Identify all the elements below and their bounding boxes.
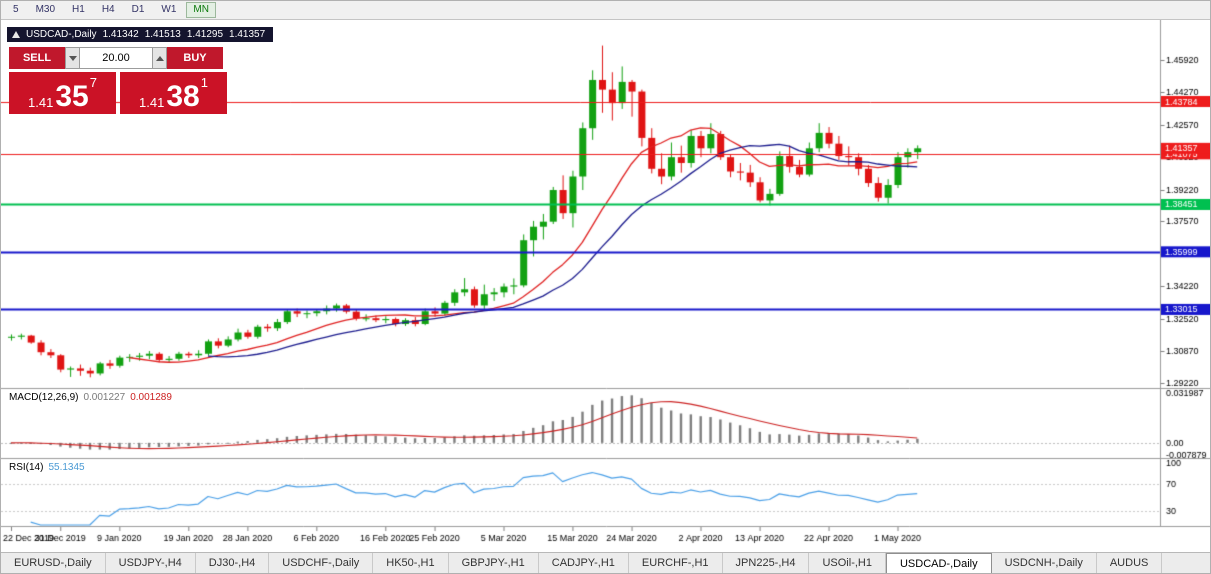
tab-usdcad-daily[interactable]: USDCAD-,Daily: [885, 553, 992, 573]
volume-increase-button[interactable]: [152, 47, 167, 69]
tab-hk50-h1[interactable]: HK50-,H1: [373, 553, 449, 573]
buy-price-point: 1: [200, 75, 208, 90]
macd-signal-value: 0.001289: [130, 392, 172, 403]
tab-dj30-h4[interactable]: DJ30-,H4: [196, 553, 270, 573]
arrow-down-icon: [68, 55, 77, 61]
buy-button[interactable]: BUY: [167, 47, 223, 69]
sell-price-button[interactable]: 1.41 35 7: [9, 72, 116, 114]
buy-price-button[interactable]: 1.41 38 1: [120, 72, 227, 114]
timeframe-toolbar: 5 M30 H1 H4 D1 W1 MN: [1, 1, 1210, 20]
sell-price-pips: 35: [55, 80, 89, 114]
macd-main-value: 0.001227: [83, 392, 126, 403]
sell-price-point: 7: [89, 75, 97, 90]
volume-decrease-button[interactable]: [65, 47, 80, 69]
tab-jpn225-h4[interactable]: JPN225-,H4: [723, 553, 810, 573]
close-value: 1.41357: [229, 29, 266, 40]
up-triangle-icon: [12, 31, 20, 38]
timeframe-button-d1[interactable]: D1: [131, 4, 145, 15]
timeframe-button-5[interactable]: 5: [13, 4, 19, 15]
tab-gbpjpy-h1[interactable]: GBPJPY-,H1: [449, 553, 539, 573]
sell-button[interactable]: SELL: [9, 47, 65, 69]
tab-usdchf-daily[interactable]: USDCHF-,Daily: [269, 553, 374, 573]
macd-name: MACD(12,26,9): [9, 392, 79, 403]
sell-price-base: 1.41: [28, 94, 54, 110]
rsi-indicator-label: RSI(14) 55.1345: [9, 462, 85, 473]
rsi-value: 55.1345: [48, 462, 85, 473]
timeframe-button-m30[interactable]: M30: [35, 4, 56, 15]
tab-audus[interactable]: AUDUS: [1097, 553, 1163, 573]
tab-cadjpy-h1[interactable]: CADJPY-,H1: [539, 553, 629, 573]
low-value: 1.41295: [186, 29, 224, 40]
buy-price-base: 1.41: [139, 94, 165, 110]
timeframe-button-h1[interactable]: H1: [72, 4, 85, 15]
tab-usoil-h1[interactable]: USOil-,H1: [809, 553, 886, 573]
high-value: 1.41513: [144, 29, 181, 40]
volume-input[interactable]: [80, 47, 152, 69]
ohlc-header: USDCAD-,Daily 1.41342 1.41513 1.41295 1.…: [7, 27, 274, 42]
open-value: 1.41342: [102, 29, 139, 40]
chart-area: USDCAD-,Daily 1.41342 1.41513 1.41295 1.…: [1, 20, 1210, 554]
macd-indicator-label: MACD(12,26,9) 0.001227 0.001289: [9, 392, 172, 403]
tab-eurusd-daily[interactable]: EURUSD-,Daily: [1, 553, 106, 573]
tab-eurchf-h1[interactable]: EURCHF-,H1: [629, 553, 723, 573]
rsi-name: RSI(14): [9, 462, 44, 473]
tab-usdjpy-h4[interactable]: USDJPY-,H4: [106, 553, 196, 573]
arrow-up-icon: [155, 55, 164, 61]
timeframe-button-h4[interactable]: H4: [101, 4, 115, 15]
chart-tab-bar: EURUSD-,Daily USDJPY-,H4 DJ30-,H4 USDCHF-,D…: [1, 552, 1210, 573]
timeframe-button-w1[interactable]: W1: [161, 4, 177, 15]
timeframe-button-mn[interactable]: MN: [186, 2, 216, 18]
tab-usdcnh-daily[interactable]: USDCNH-,Daily: [992, 553, 1097, 573]
chart-symbol-label: USDCAD-,Daily: [26, 29, 97, 40]
buy-price-pips: 38: [166, 80, 200, 114]
